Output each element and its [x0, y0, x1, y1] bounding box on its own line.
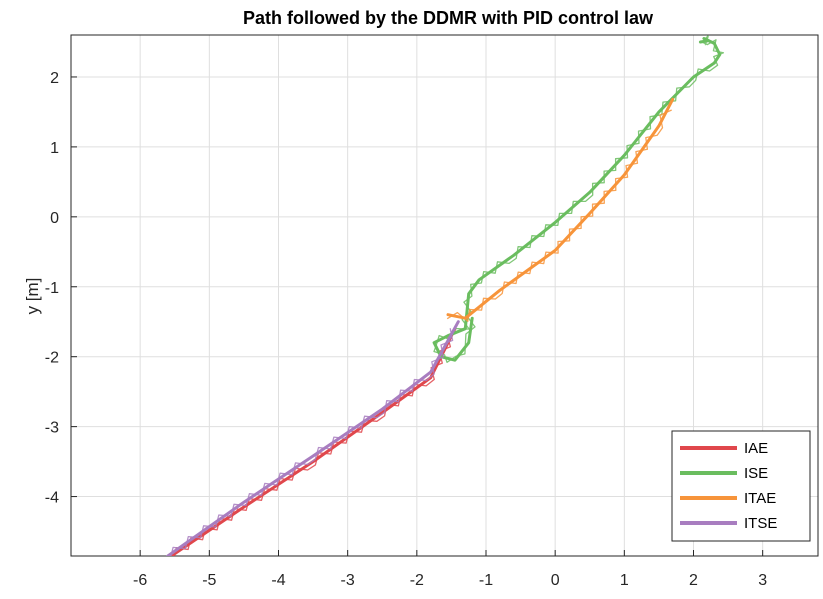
y-tick-label: -4	[45, 490, 59, 507]
legend-label-itae: ITAE	[744, 490, 776, 507]
y-tick-label: -3	[45, 420, 59, 437]
x-tick-label: -4	[271, 572, 285, 589]
series-itae-line	[446, 97, 675, 320]
series-itse-line	[166, 320, 460, 556]
plot-area	[70, 34, 819, 557]
y-tick-label: 0	[50, 210, 59, 227]
x-tick-label: -6	[133, 572, 147, 589]
y-tick-label: -2	[45, 350, 59, 367]
series-itae-oscillation	[446, 109, 672, 322]
x-tick-label: -5	[202, 572, 216, 589]
legend: IAE ISE ITAE ITSE	[671, 430, 811, 542]
series-ise-line	[432, 37, 722, 362]
chart-title: Path followed by the DDMR with PID contr…	[243, 8, 654, 28]
x-tick-label: 3	[758, 572, 767, 589]
y-tick-label: -1	[45, 280, 59, 297]
legend-label-iae: IAE	[744, 440, 768, 457]
tick-labels: -6 -5 -4 -3 -2 -1 0 1 2 3 2 1 0 -1 -2 -3 -4	[45, 70, 767, 589]
x-tick-label: -2	[410, 572, 424, 589]
legend-label-itse: ITSE	[744, 515, 777, 532]
x-tick-label: -1	[479, 572, 493, 589]
x-tick-label: 0	[551, 572, 560, 589]
legend-label-ise: ISE	[744, 465, 768, 482]
x-tick-label: 1	[620, 572, 629, 589]
y-axis-label: y [m]	[23, 278, 42, 315]
y-tick-label: 2	[50, 70, 59, 87]
series-layer	[166, 35, 725, 556]
y-tick-label: 1	[50, 140, 59, 157]
x-tick-label: -3	[341, 572, 355, 589]
x-tick-label: 2	[689, 572, 698, 589]
